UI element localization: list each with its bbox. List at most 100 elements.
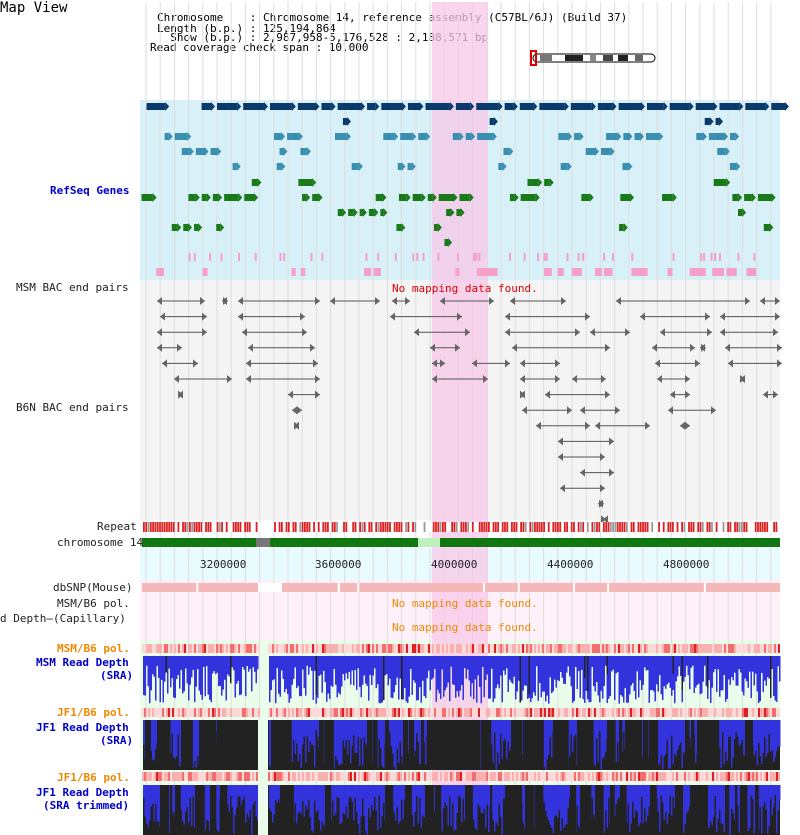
gene-feature-arrow xyxy=(318,193,323,202)
msm-b6-pol-cell xyxy=(712,644,714,653)
msm-b6-pol-label[interactable]: MSM/B6 pol. xyxy=(57,642,130,655)
jf1-trim-depth-bar xyxy=(770,785,772,799)
pseudogene-mark xyxy=(703,253,706,261)
msm-depth-bar xyxy=(555,656,557,688)
bac-end-marker xyxy=(545,390,550,399)
jf1-b6-pol-cell xyxy=(402,772,404,781)
jf1-b6-pol-cell xyxy=(328,772,330,781)
jf1-trim-depth-bar xyxy=(335,785,337,814)
msm-depth-bar xyxy=(503,656,505,671)
msm-depth-bar xyxy=(560,656,562,673)
gene-feature-arrow xyxy=(769,223,774,232)
msm-read-depth-label[interactable]: MSM Read Depth xyxy=(36,656,129,669)
jf1-trim-depth-bar xyxy=(684,785,686,825)
jf1-trim-depth-bar xyxy=(254,785,256,802)
repeat-feature xyxy=(644,522,647,532)
gene-feature xyxy=(251,179,258,186)
jf1-b6-pol-cell xyxy=(250,708,252,717)
jf1-b6-pol-cell xyxy=(202,708,204,717)
jf1-b6-pol-cell xyxy=(462,708,464,717)
read-depth-capillary-label[interactable]: d Depth̶(Capillary) xyxy=(0,612,126,625)
msm-depth-bar xyxy=(692,656,694,666)
repeat-feature xyxy=(379,522,382,532)
jf1-trim-depth-black xyxy=(325,785,332,835)
msm-depth-bar xyxy=(354,656,356,670)
msm-b6-pol-cell xyxy=(538,644,540,653)
jf1-b6-pol-cell xyxy=(722,772,724,781)
repeat-feature xyxy=(534,522,536,532)
msm-b6-pol-capillary-label[interactable]: MSM/B6 pol. xyxy=(57,597,130,610)
jf1-trim-depth-bar xyxy=(275,785,277,801)
jf1-b6-pol-cell xyxy=(572,708,574,717)
msm-b6-pol-cell xyxy=(224,644,226,653)
jf1-read-depth-label[interactable]: JF1 Read Depth xyxy=(36,721,129,734)
msm-b6-pol-cell xyxy=(210,644,212,653)
msm-b6-pol-cell xyxy=(438,644,440,653)
msm-b6-pol-cell xyxy=(566,644,568,653)
repeat-feature xyxy=(205,522,207,532)
jf1-depth-bar xyxy=(575,720,577,735)
jf1-b6-pol-cell xyxy=(210,708,212,717)
msm-depth-bar xyxy=(620,656,622,695)
jf1-b6-pol-cell xyxy=(148,708,150,717)
jf1-b6-pol-cell xyxy=(180,708,182,717)
repeat-track-label[interactable]: Repeat xyxy=(97,520,137,533)
b6n-bac-track-label[interactable]: B6N BAC end pairs xyxy=(16,401,129,414)
dbsnp-track-label[interactable]: dbSNP(Mouse) xyxy=(53,581,133,594)
gene-feature xyxy=(297,103,316,110)
gene-feature xyxy=(407,103,420,110)
gene-feature-arrow xyxy=(639,132,644,141)
msm-b6-pol-cell xyxy=(666,644,668,653)
jf1-b6-pol-cell xyxy=(604,708,606,717)
bac-end-marker xyxy=(292,406,297,415)
jf1-b6-pol-cell xyxy=(350,772,352,781)
msm-b6-pol-cell xyxy=(228,644,230,653)
pseudogene-mark xyxy=(422,253,425,261)
jf1-depth-bar xyxy=(414,720,416,751)
msm-bac-track-label[interactable]: MSM BAC end pairs xyxy=(16,281,129,294)
jf1-b6-pol-cell xyxy=(588,708,590,717)
msm-depth-bar xyxy=(563,656,565,684)
bac-end-marker xyxy=(695,359,700,368)
jf1-b6-pol-cell xyxy=(438,708,440,717)
jf1-depth-black xyxy=(421,720,425,770)
jf1-trim-depth-bar xyxy=(380,785,382,828)
msm-depth-bar xyxy=(278,656,280,694)
axis-tick-label: 3200000 xyxy=(200,558,247,571)
msm-read-depth-sub-label: (SRA) xyxy=(100,669,134,682)
jf1-b6-pol-cell xyxy=(324,708,326,717)
bac-end-marker xyxy=(558,453,563,461)
repeat-feature xyxy=(218,522,221,532)
bac-end-marker xyxy=(725,343,730,352)
jf1-b6-pol-label-1[interactable]: JF1/B6 pol. xyxy=(57,706,130,719)
jf1-b6-pol-cell xyxy=(496,708,498,717)
jf1-b6-pol-cell xyxy=(664,772,666,781)
jf1-trim-depth-bar xyxy=(768,785,770,827)
jf1-b6-pol-cell xyxy=(638,772,640,781)
chromosome-track-label[interactable]: chromosome 14 xyxy=(57,536,144,549)
jf1-depth-black xyxy=(403,720,409,770)
repeat-feature xyxy=(646,522,649,532)
jf1-trim-depth-black xyxy=(735,785,738,835)
jf1-depth-bar xyxy=(500,720,502,735)
jf1-depth-black xyxy=(385,720,389,770)
bac-end-marker xyxy=(430,343,435,352)
gene-feature xyxy=(730,133,736,140)
jf1-b6-pol-cell xyxy=(768,772,770,781)
jf1-depth-bar xyxy=(171,720,173,734)
jf1-trim-depth-bar xyxy=(483,785,485,809)
jf1-trim-depth-bar xyxy=(711,785,713,826)
jf1-b6-pol-label-2[interactable]: JF1/B6 pol. xyxy=(57,771,130,784)
jf1-trim-depth-bar xyxy=(774,785,776,796)
msm-depth-bar xyxy=(416,656,418,701)
jf1-b6-pol-cell xyxy=(188,772,190,781)
jf1-b6-pol-cell xyxy=(752,708,754,717)
msm-depth-bar xyxy=(527,656,529,699)
jf1-read-depth-trimmed-label[interactable]: JF1 Read Depth xyxy=(36,786,129,799)
refseq-track-label[interactable]: RefSeq Genes xyxy=(50,184,130,197)
pseudogene-mark xyxy=(594,268,602,276)
msm-b6-pol-cell xyxy=(286,644,288,653)
gene-feature xyxy=(763,224,770,231)
msm-b6-pol-cell xyxy=(744,644,746,653)
